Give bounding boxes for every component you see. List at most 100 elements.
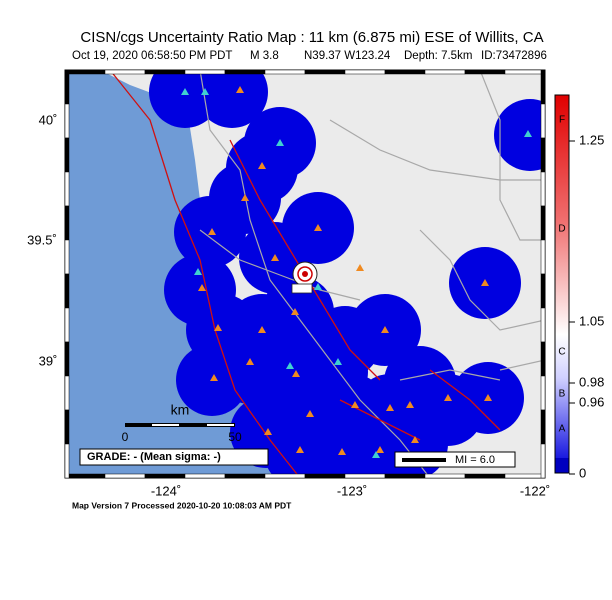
frame-tick <box>540 205 546 241</box>
scale-bar-rect <box>207 424 234 426</box>
station <box>194 268 202 275</box>
frame-tick <box>184 473 226 479</box>
station <box>246 358 254 365</box>
epicenter <box>291 261 318 294</box>
frame-tick <box>344 69 386 75</box>
station <box>381 326 389 333</box>
colorbar-tick-label: 1.05 <box>579 313 604 328</box>
frame-ticks <box>64 69 546 479</box>
frame-tick <box>264 69 306 75</box>
station <box>334 358 342 365</box>
frame-tick <box>64 273 70 309</box>
station <box>276 139 284 146</box>
colorbar-labels: F D C B A 1.25 1.05 0.98 0.96 0 <box>558 115 604 481</box>
subtitle-magnitude: M 3.8 <box>250 50 279 62</box>
frame-tick <box>184 69 226 75</box>
station <box>406 401 414 408</box>
mi-legend-line <box>402 458 446 462</box>
colorbar-frame <box>554 94 570 474</box>
station <box>296 446 304 453</box>
frame-tick <box>304 69 346 75</box>
subtitle-date: Oct 19, 2020 06:58:50 PM PDT <box>72 50 232 62</box>
uncertainty-zone <box>196 70 268 128</box>
stations <box>181 86 532 458</box>
colorbar-gradient <box>555 95 569 458</box>
frame-tick <box>64 409 70 445</box>
grade-letter: F <box>559 115 565 126</box>
map-body <box>65 70 545 478</box>
colorbar-base <box>555 458 569 473</box>
frame-tick <box>384 69 426 75</box>
frame-tick <box>424 69 466 75</box>
station <box>181 88 189 95</box>
station <box>411 436 419 443</box>
station <box>314 224 322 231</box>
station <box>351 401 359 408</box>
station <box>444 394 452 401</box>
frame-tick <box>540 341 546 377</box>
frame-tick <box>64 443 70 479</box>
frame-tick <box>464 69 506 75</box>
frame-tick <box>540 171 546 207</box>
subtitle-depth: Depth: 7.5km <box>404 50 472 62</box>
uncertainty-zone <box>376 408 448 478</box>
frame-tick <box>540 443 546 479</box>
frame-tick <box>540 69 546 105</box>
grade-letter: A <box>559 424 566 435</box>
frame-tick <box>504 69 546 75</box>
frame-tick <box>540 103 546 139</box>
frame-tick <box>304 473 346 479</box>
lat-label: 39.5˚ <box>27 232 57 247</box>
scale-unit: km <box>171 402 190 418</box>
scale-label: 0 <box>122 430 129 444</box>
frame-tick <box>224 69 266 75</box>
station <box>292 370 300 377</box>
colorbar-tick-label: 0.96 <box>579 394 604 409</box>
grade-letter: B <box>559 389 566 400</box>
uncertainty-zone <box>494 99 545 171</box>
frame-tick <box>464 473 506 479</box>
station <box>236 86 244 93</box>
frame-tick <box>540 137 546 173</box>
station <box>201 88 209 95</box>
frame-tick <box>64 473 106 479</box>
frame-tick <box>64 239 70 275</box>
frame-tick <box>64 69 70 105</box>
grade-letter: D <box>558 224 565 235</box>
grade-text: GRADE: - (Mean sigma: -) <box>87 451 221 463</box>
frame-tick <box>504 473 546 479</box>
frame-tick <box>64 103 70 139</box>
frame-tick <box>344 473 386 479</box>
lon-label: -123˚ <box>337 483 367 498</box>
station <box>386 404 394 411</box>
frame-tick <box>264 473 306 479</box>
frame-tick <box>64 307 70 343</box>
station <box>210 374 218 381</box>
lat-label: 40˚ <box>39 112 58 127</box>
frame-tick <box>64 341 70 377</box>
grade-letter: C <box>558 347 565 358</box>
mi-legend-box <box>394 451 516 468</box>
station <box>356 264 364 271</box>
scale-bar: km 0 50 <box>122 402 242 444</box>
station <box>208 228 216 235</box>
station <box>291 308 299 315</box>
lon-label: -122˚ <box>520 483 550 498</box>
footer: Map Version 7 Processed 2020-10-20 10:08… <box>72 500 292 510</box>
station <box>306 410 314 417</box>
station <box>314 283 322 290</box>
frame-tick <box>64 171 70 207</box>
frame-tick <box>144 473 186 479</box>
lat-label: 39˚ <box>39 353 58 368</box>
frame-tick <box>540 239 546 275</box>
subtitle-location: N39.37 W123.24 <box>304 50 391 62</box>
colorbar-tick-label: 1.25 <box>579 132 604 147</box>
frame-tick <box>104 69 146 75</box>
subtitle-id: ID:73472896 <box>481 50 547 62</box>
frame-tick <box>540 273 546 309</box>
colorbar-tick-label: 0 <box>579 465 586 480</box>
lon-label: -124˚ <box>151 483 181 498</box>
station <box>484 394 492 401</box>
mi-legend-text: MI = 6.0 <box>455 454 495 466</box>
station <box>376 446 384 453</box>
